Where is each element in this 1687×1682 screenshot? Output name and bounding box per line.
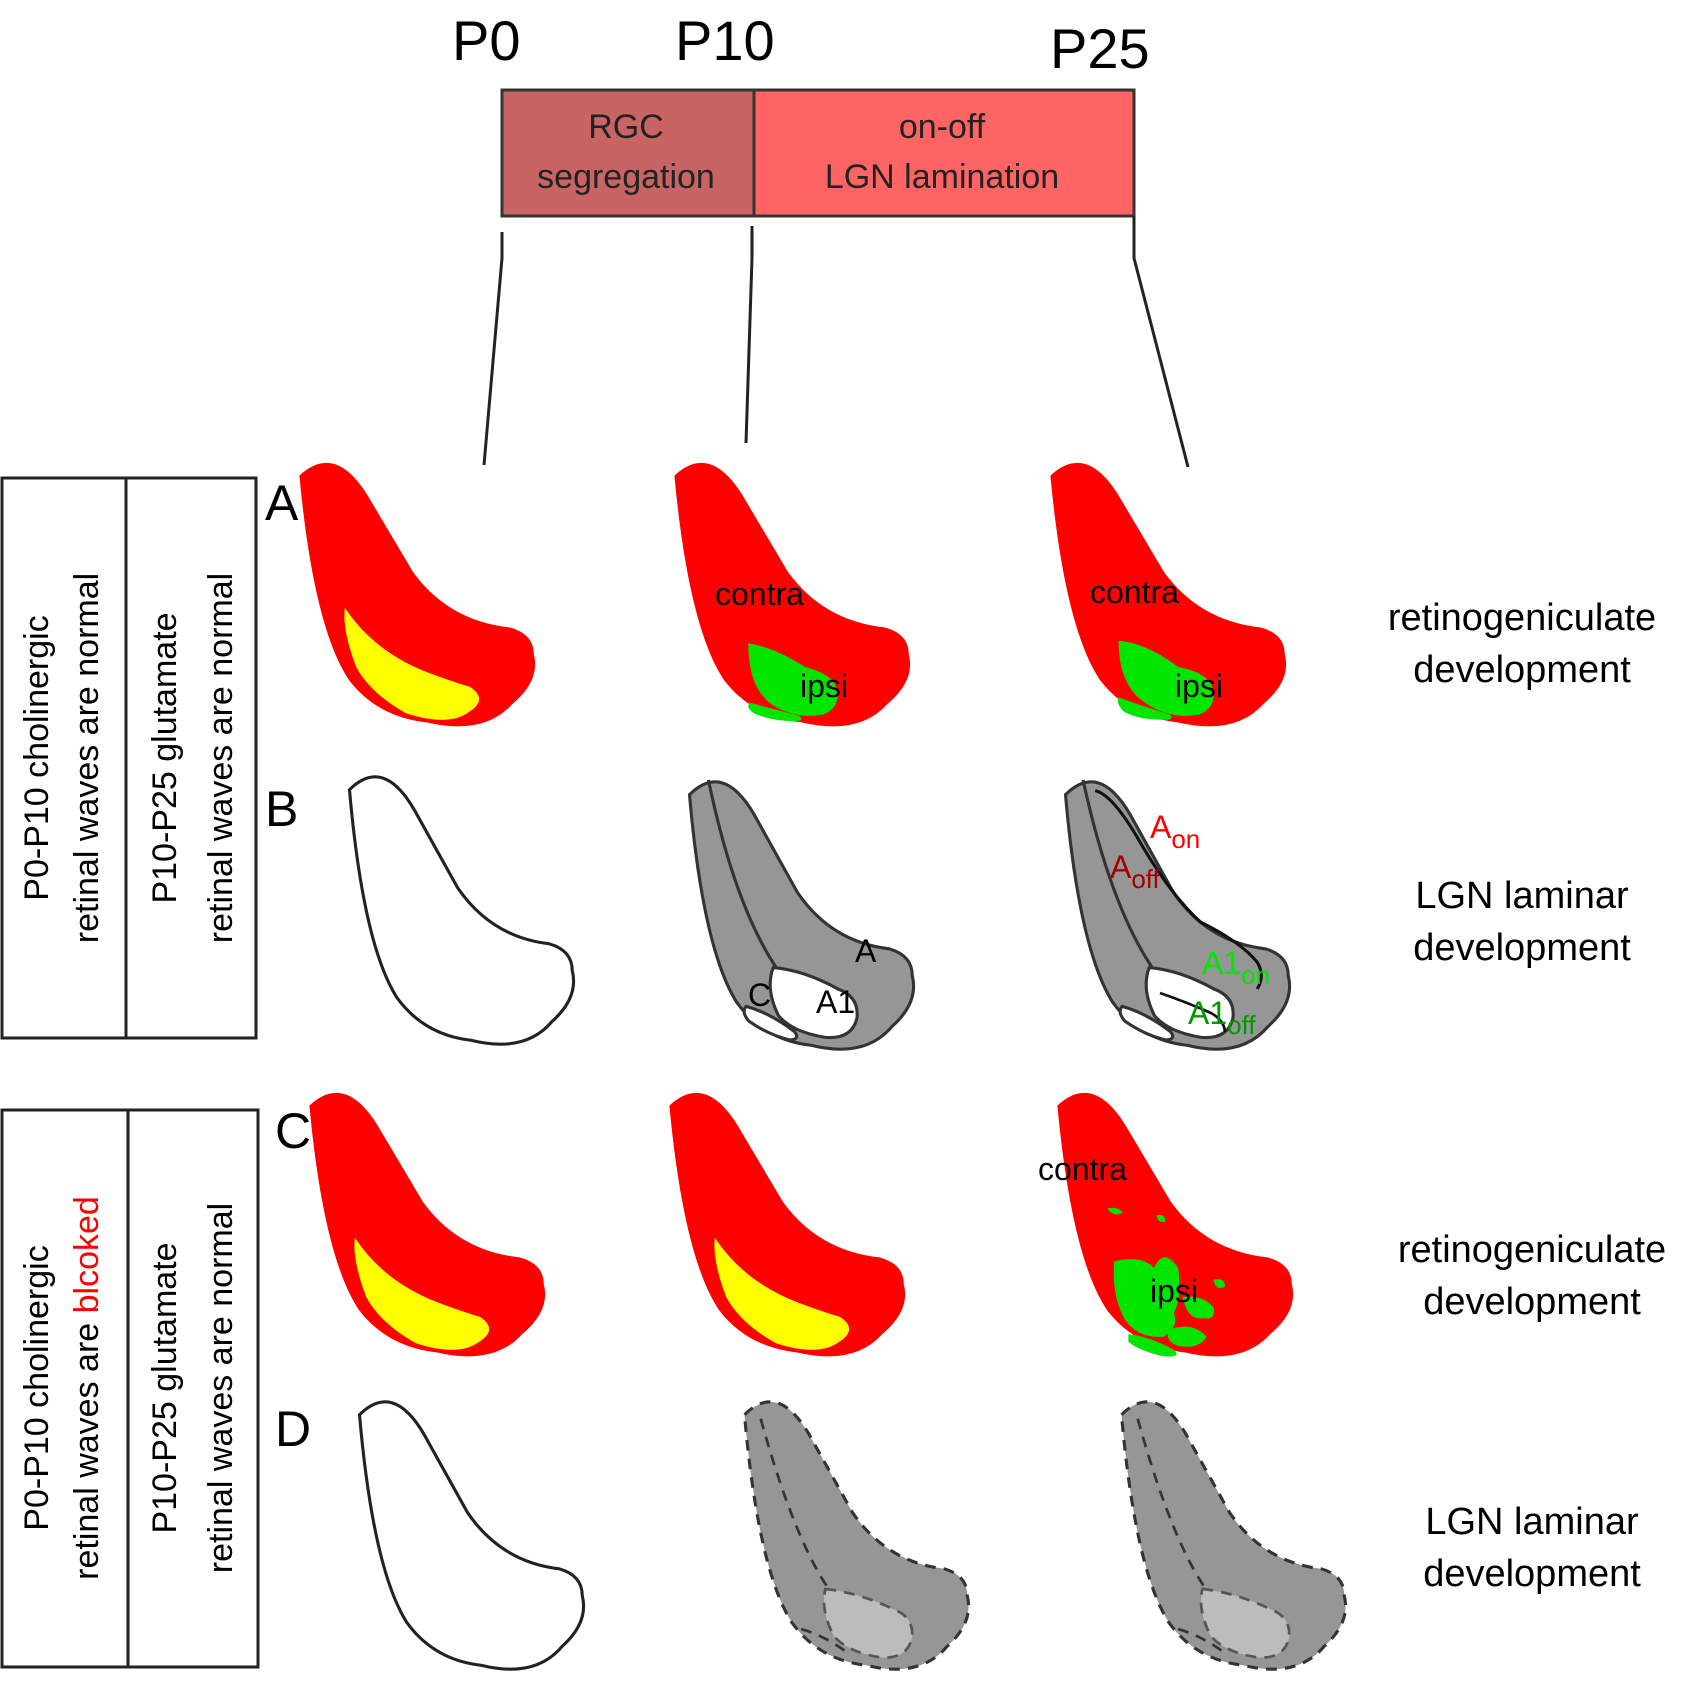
row-b-a-off-label: Aoff	[1110, 849, 1161, 894]
tick-p10: P10	[675, 9, 775, 72]
row-a-p25-ipsi-label: ipsi	[1175, 668, 1223, 704]
row-a-p0-lgn	[299, 462, 536, 727]
row-b-layer-a-label: A	[855, 933, 877, 969]
tick-p25: P25	[1050, 17, 1150, 80]
row-c-side-label-line2: development	[1423, 1281, 1641, 1323]
blocked-cholinergic-line2: retinal waves are blcoked	[68, 1196, 106, 1580]
phase-rgc-label-line1: RGC	[588, 108, 664, 146]
panel-label-d: D	[275, 1401, 311, 1457]
row-b-p10-lgn	[687, 779, 916, 1051]
phase-lgn-lamination-bar	[752, 88, 1136, 218]
row-c-p25-ipsi-label: ipsi	[1150, 1273, 1198, 1309]
row-b-a1-on-label: A1on	[1202, 945, 1270, 990]
normal-glutamate-line1: P10-P25 glutamate	[146, 612, 184, 903]
row-c-p25-contra-label: contra	[1038, 1151, 1127, 1187]
panel-label-b: B	[265, 781, 298, 837]
row-b-layer-a1-label: A1	[816, 984, 855, 1020]
row-a-p10-lgn	[674, 462, 911, 727]
row-a-p10-contra-label: contra	[715, 576, 804, 612]
row-d-p0-lgn-outline	[357, 1400, 586, 1671]
row-a-side-label-line1: retinogeniculate	[1388, 597, 1656, 639]
row-d-side-label-line2: development	[1423, 1553, 1641, 1595]
blocked-glutamate-line2: retinal waves are normal	[202, 1203, 240, 1573]
normal-glutamate-line2: retinal waves are normal	[202, 573, 240, 943]
blocked-glutamate-line1: P10-P25 glutamate	[146, 1242, 184, 1533]
row-d-p25-lgn-unlaminated	[1119, 1400, 1348, 1671]
row-a-p25-lgn	[1050, 462, 1287, 727]
row-b-p0-lgn-outline	[347, 775, 576, 1046]
row-c-side-label-line1: retinogeniculate	[1398, 1229, 1666, 1271]
condition-box-normal-glutamate	[124, 476, 258, 1040]
row-b-side-label-line2: development	[1413, 927, 1631, 969]
phase-lgn-label-line1: on-off	[899, 108, 986, 146]
blocked-cholinergic-line1: P0-P10 cholinergic	[18, 1245, 56, 1530]
tick-p0: P0	[452, 9, 521, 72]
panel-label-a: A	[265, 475, 299, 531]
row-b-p25-lgn	[1063, 779, 1292, 1051]
timeline: P0 P10 P25 RGC segregation on-off LGN la…	[452, 9, 1190, 468]
condition-box-normal: P0-P10 cholinergic retinal waves are nor…	[0, 476, 258, 1040]
row-a-side-label-line2: development	[1413, 649, 1631, 691]
row-d-side-label-line1: LGN laminar	[1425, 1501, 1639, 1543]
row-b-layer-c-label: C	[748, 977, 771, 1013]
phase-rgc-label-line2: segregation	[537, 158, 715, 196]
condition-box-blocked: P0-P10 cholinergic retinal waves are blc…	[0, 1108, 260, 1669]
row-a-p10-ipsi-label: ipsi	[800, 668, 848, 704]
row-b-a1-off-label: A1off	[1188, 995, 1256, 1040]
row-c-p0-lgn	[309, 1092, 546, 1357]
row-b-side-label-line1: LGN laminar	[1415, 875, 1629, 917]
panel-label-c: C	[275, 1103, 311, 1159]
row-b-a-on-label: Aon	[1150, 809, 1200, 854]
row-c-p25-lgn-patchy	[1057, 1092, 1294, 1357]
blocked-cholinergic-prefix: retinal waves are	[68, 1313, 106, 1579]
condition-box-normal-cholinergic	[0, 476, 128, 1040]
normal-cholinergic-line1: P0-P10 cholinergic	[18, 615, 56, 900]
phase-rgc-segregation-bar	[500, 88, 756, 218]
row-a-p25-contra-label: contra	[1090, 574, 1179, 610]
timeline-connector-lines	[482, 216, 1190, 468]
phase-lgn-label-line2: LGN lamination	[825, 158, 1059, 196]
row-d-p10-lgn-unlaminated	[742, 1400, 971, 1671]
normal-cholinergic-line2: retinal waves are normal	[68, 573, 106, 943]
blocked-word: blcoked	[68, 1196, 106, 1313]
row-c-p10-lgn	[669, 1092, 906, 1357]
condition-box-blocked-cholinergic	[0, 1108, 130, 1669]
condition-box-blocked-glutamate	[126, 1108, 260, 1669]
